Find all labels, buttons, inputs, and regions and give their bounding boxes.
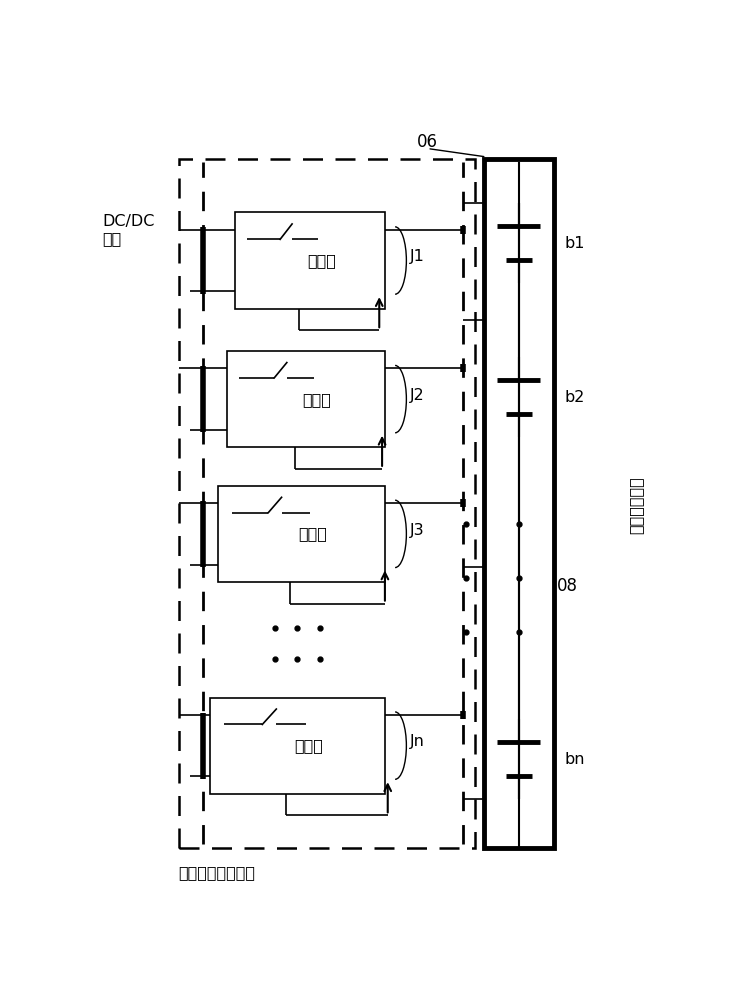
Text: b2: b2 bbox=[564, 390, 585, 405]
Text: b1: b1 bbox=[564, 236, 585, 251]
Bar bbox=[235, 212, 385, 309]
Text: J1: J1 bbox=[410, 249, 425, 264]
Text: 动力蓄电池组: 动力蓄电池组 bbox=[629, 476, 644, 534]
Text: 继电器: 继电器 bbox=[303, 392, 332, 407]
Text: J2: J2 bbox=[410, 388, 425, 403]
Text: Jn: Jn bbox=[410, 734, 425, 749]
Text: 08: 08 bbox=[557, 577, 578, 595]
Text: J3: J3 bbox=[410, 523, 425, 538]
Text: 继电器: 继电器 bbox=[295, 738, 323, 753]
Bar bbox=[484, 158, 554, 848]
Text: 继电器: 继电器 bbox=[298, 526, 327, 541]
Bar bbox=[210, 698, 385, 794]
Bar bbox=[218, 486, 385, 582]
Text: 06: 06 bbox=[417, 133, 438, 151]
Text: 均衡通道选通信号: 均衡通道选通信号 bbox=[179, 866, 256, 881]
Text: DC/DC
输出: DC/DC 输出 bbox=[102, 214, 155, 246]
Bar bbox=[227, 351, 385, 447]
Bar bbox=[179, 158, 475, 848]
Text: bn: bn bbox=[564, 752, 585, 767]
Text: 继电器: 继电器 bbox=[307, 253, 336, 268]
